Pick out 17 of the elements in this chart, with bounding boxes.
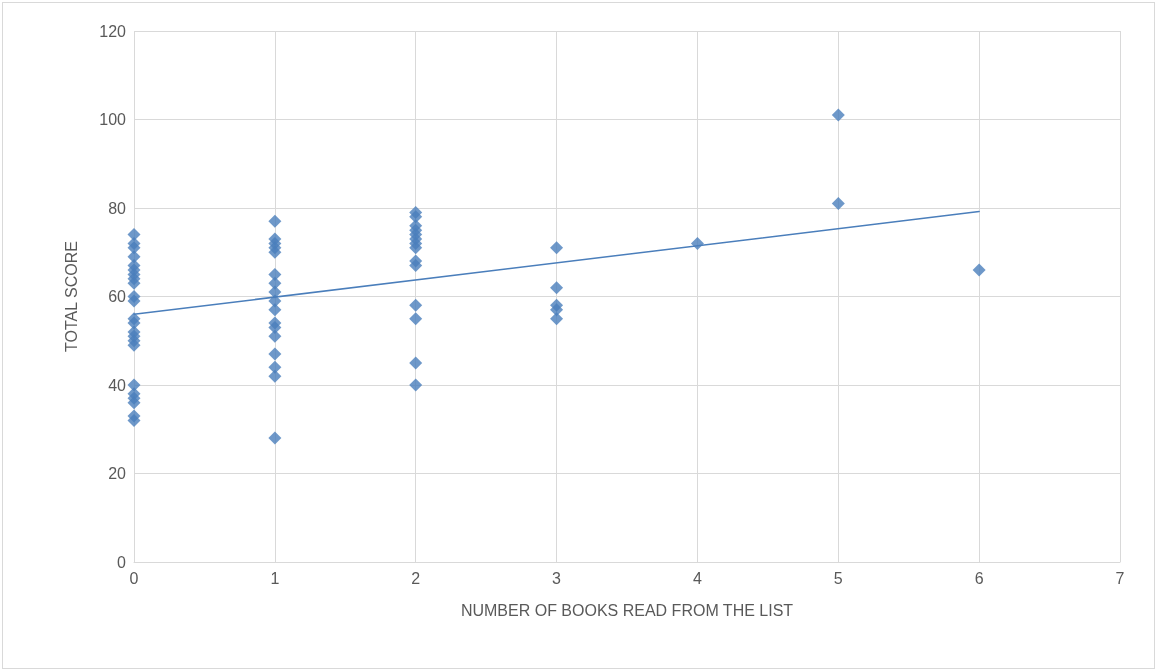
y-tick-label: 60 <box>108 288 127 305</box>
y-tick-label: 100 <box>99 111 127 128</box>
x-tick-label: 6 <box>974 569 984 587</box>
x-tick-label: 3 <box>552 569 562 587</box>
y-tick-label: 120 <box>99 22 127 40</box>
x-tick-label: 2 <box>411 569 421 587</box>
x-tick-label: 0 <box>129 569 139 587</box>
x-tick-label: 7 <box>1115 569 1125 587</box>
y-tick-label: 0 <box>117 553 127 571</box>
x-tick-label: 5 <box>833 569 843 587</box>
x-tick-label: 1 <box>270 569 280 587</box>
y-tick-label: 40 <box>108 376 127 394</box>
x-axis-title: NUMBER OF BOOKS READ FROM THE LIST <box>460 601 794 619</box>
y-axis-title: TOTAL SCORE <box>62 241 80 352</box>
y-tick-label: 20 <box>108 465 127 482</box>
x-tick-label: 4 <box>692 569 702 587</box>
y-tick-label: 80 <box>108 199 127 217</box>
